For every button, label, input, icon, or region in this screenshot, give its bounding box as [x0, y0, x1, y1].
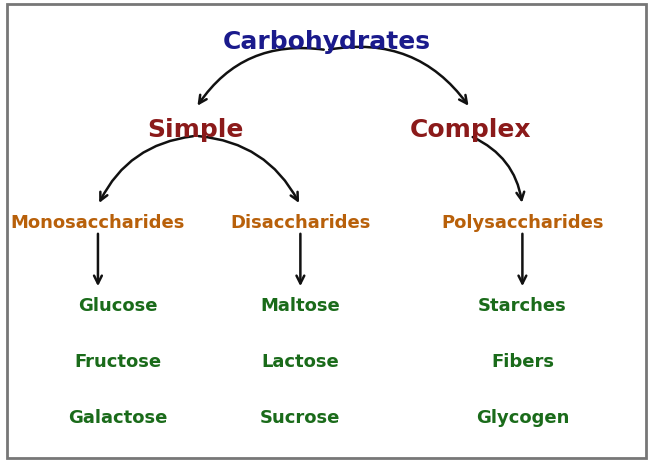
Text: Glycogen: Glycogen — [476, 408, 569, 425]
Text: Galactose: Galactose — [68, 408, 167, 425]
Text: Sucrose: Sucrose — [260, 408, 341, 425]
Text: Simple: Simple — [148, 118, 244, 142]
Text: Fructose: Fructose — [74, 352, 161, 370]
Text: Maltose: Maltose — [261, 297, 340, 314]
Text: Disaccharides: Disaccharides — [231, 213, 370, 231]
Text: Fibers: Fibers — [491, 352, 554, 370]
Text: Polysaccharides: Polysaccharides — [441, 213, 603, 231]
Text: Monosaccharides: Monosaccharides — [10, 213, 185, 231]
Text: Starches: Starches — [478, 297, 567, 314]
Text: Carbohydrates: Carbohydrates — [223, 30, 430, 54]
Text: Complex: Complex — [409, 118, 531, 142]
Text: Glucose: Glucose — [78, 297, 157, 314]
Text: Lactose: Lactose — [261, 352, 340, 370]
